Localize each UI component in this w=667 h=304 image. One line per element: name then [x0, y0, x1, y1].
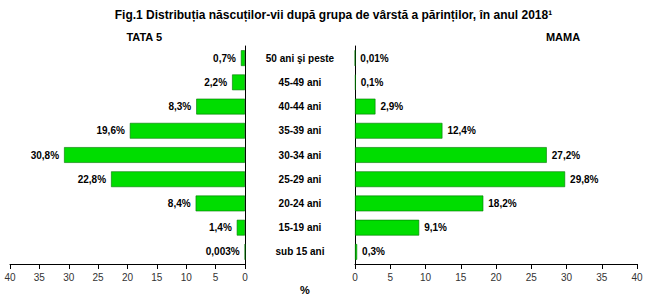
svg-text:35-39 ani: 35-39 ani — [279, 125, 322, 136]
svg-text:20: 20 — [122, 272, 134, 283]
svg-text:27,2%: 27,2% — [552, 150, 580, 161]
svg-text:45-49 ani: 45-49 ani — [279, 77, 322, 88]
svg-text:25: 25 — [93, 272, 105, 283]
svg-text:35: 35 — [34, 272, 46, 283]
svg-text:25-29 ani: 25-29 ani — [279, 174, 322, 185]
svg-text:TATA 5: TATA 5 — [126, 31, 162, 43]
svg-text:20: 20 — [490, 272, 502, 283]
svg-text:5: 5 — [213, 272, 219, 283]
svg-text:sub 15 ani: sub 15 ani — [276, 246, 325, 257]
svg-text:15: 15 — [455, 272, 467, 283]
svg-text:%: % — [300, 284, 310, 296]
svg-text:30-34 ani: 30-34 ani — [279, 150, 322, 161]
svg-text:0,7%: 0,7% — [213, 53, 236, 64]
svg-text:30,8%: 30,8% — [31, 150, 59, 161]
svg-text:25: 25 — [526, 272, 538, 283]
svg-text:MAMA: MAMA — [546, 31, 580, 43]
svg-text:0,01%: 0,01% — [360, 53, 388, 64]
svg-text:0: 0 — [242, 272, 248, 283]
svg-text:2,2%: 2,2% — [204, 77, 227, 88]
svg-text:19,6%: 19,6% — [96, 125, 124, 136]
svg-text:9,1%: 9,1% — [424, 222, 447, 233]
svg-text:12,4%: 12,4% — [447, 125, 475, 136]
svg-text:40: 40 — [631, 272, 643, 283]
svg-text:35: 35 — [596, 272, 608, 283]
svg-text:10: 10 — [420, 272, 432, 283]
svg-text:0,3%: 0,3% — [362, 246, 385, 257]
svg-text:30: 30 — [561, 272, 573, 283]
svg-text:40-44 ani: 40-44 ani — [279, 101, 322, 112]
svg-text:8,3%: 8,3% — [168, 101, 191, 112]
svg-text:22,8%: 22,8% — [78, 174, 106, 185]
svg-text:40: 40 — [4, 272, 16, 283]
svg-text:20-24 ani: 20-24 ani — [279, 198, 322, 209]
svg-text:15-19 ani: 15-19 ani — [279, 222, 322, 233]
svg-text:Fig.1 Distribuția născuților-v: Fig.1 Distribuția născuților-vii după gr… — [115, 8, 552, 22]
svg-text:29,8%: 29,8% — [570, 174, 598, 185]
svg-text:10: 10 — [181, 272, 193, 283]
svg-text:1,4%: 1,4% — [209, 222, 232, 233]
svg-text:2,9%: 2,9% — [380, 101, 403, 112]
svg-text:30: 30 — [63, 272, 75, 283]
svg-text:18,2%: 18,2% — [488, 198, 516, 209]
svg-text:5: 5 — [387, 272, 393, 283]
svg-text:0,003%: 0,003% — [206, 246, 240, 257]
svg-text:50 ani şi peste: 50 ani şi peste — [266, 53, 335, 64]
svg-text:15: 15 — [151, 272, 163, 283]
svg-text:8,4%: 8,4% — [168, 198, 191, 209]
svg-text:0,1%: 0,1% — [361, 77, 384, 88]
svg-text:0: 0 — [352, 272, 358, 283]
